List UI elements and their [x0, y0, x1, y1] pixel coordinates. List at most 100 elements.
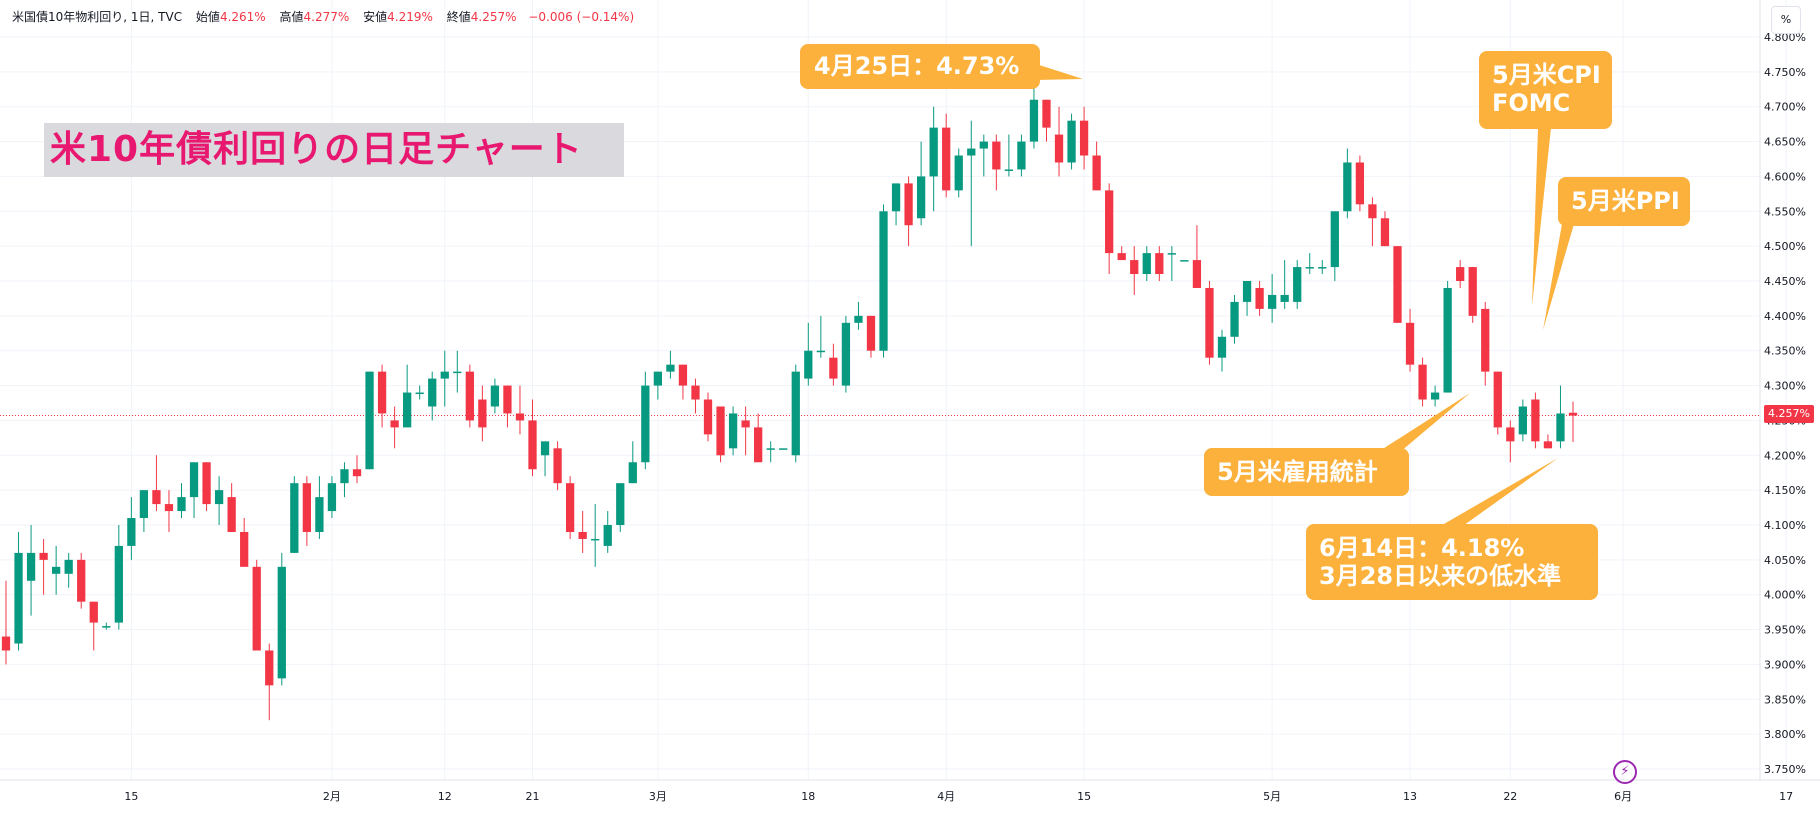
y-tick-label: 4.500%	[1764, 240, 1806, 253]
candle-body	[453, 371, 462, 374]
candle-body	[390, 420, 399, 428]
candle-body	[1493, 371, 1502, 428]
candle-body	[628, 462, 637, 484]
candle-body	[1405, 322, 1415, 365]
candle-body	[691, 385, 700, 400]
candle-body	[265, 650, 274, 686]
candle-body	[954, 155, 963, 191]
candle-body	[1468, 267, 1477, 316]
x-tick-label: 15	[1077, 790, 1091, 803]
candle-body	[1105, 190, 1114, 254]
candle-body	[1042, 99, 1051, 128]
low-callout-line1: 6月14日：4.18%	[1319, 534, 1525, 562]
candle-body	[440, 371, 449, 379]
candle-body	[428, 378, 437, 407]
x-tick-label: 17	[1779, 790, 1793, 803]
y-tick-label: 4.350%	[1764, 345, 1806, 358]
nfp-callout: 5月米雇用統計	[1204, 448, 1409, 496]
candle-body	[164, 504, 174, 512]
x-tick-label: 4月	[937, 790, 955, 803]
y-tick-label: 4.100%	[1764, 519, 1806, 532]
candle-body	[1267, 294, 1277, 309]
candle-body	[829, 357, 838, 379]
y-tick-label: 4.150%	[1764, 484, 1806, 497]
candle-body	[916, 176, 926, 219]
candle-body	[290, 483, 299, 553]
x-axis: 152月12213月184月155月13226月177月	[124, 790, 1793, 803]
y-tick-label: 3.800%	[1764, 728, 1806, 741]
candle-body	[503, 385, 512, 414]
candle-body	[1456, 267, 1465, 281]
y-tick-label: 4.650%	[1764, 136, 1806, 149]
candle-body	[1568, 412, 1578, 416]
peak-callout-pointer	[1036, 64, 1083, 80]
candle-body	[553, 448, 562, 484]
lightning-icon[interactable]: ⚡	[1613, 760, 1637, 784]
candle-body	[641, 385, 650, 463]
candle-body	[1506, 427, 1515, 442]
candle-body	[791, 371, 800, 456]
candle-body	[77, 559, 86, 602]
candle-body	[39, 552, 48, 560]
candle-body	[992, 141, 1001, 170]
candle-body	[64, 559, 73, 574]
fomc-callout-line2: FOMC	[1492, 89, 1571, 117]
candle-body	[352, 469, 362, 477]
candle-body	[1556, 413, 1565, 442]
candle-body	[14, 552, 23, 644]
low-callout-pointer	[1437, 458, 1558, 528]
nfp-callout-text: 5月米雇用統計	[1217, 458, 1378, 486]
open-label: 始値	[195, 10, 220, 24]
candle-body	[327, 483, 337, 512]
candle-body	[1518, 406, 1527, 435]
candle-body	[1130, 260, 1139, 275]
symbol-label: 米国債10年物利回り, 1日, TVC	[12, 10, 183, 24]
x-tick-label: 3月	[649, 790, 667, 803]
candle-body	[1481, 308, 1490, 372]
candle-body	[1242, 281, 1252, 302]
ppi-callout-text: 5月米PPI	[1571, 187, 1680, 215]
candle-body	[152, 490, 161, 505]
candle-body	[1380, 218, 1390, 247]
candle-body	[139, 490, 149, 519]
peak-callout-text: 4月25日：4.73%	[814, 52, 1020, 80]
candle-body	[189, 462, 199, 498]
y-tick-label: 4.400%	[1764, 310, 1806, 323]
candle-body	[465, 371, 474, 421]
candle-body	[315, 497, 324, 532]
unit-toggle-button[interactable]: %	[1771, 6, 1801, 34]
candle-body	[227, 497, 236, 532]
change-value: −0.006 (−0.14%)	[528, 10, 635, 24]
y-tick-label: 4.800%	[1764, 31, 1806, 44]
y-tick-label: 3.900%	[1764, 658, 1806, 671]
candle-body	[979, 141, 988, 149]
candle-body	[490, 385, 500, 407]
candle-body	[252, 566, 261, 651]
candle-body	[616, 483, 625, 525]
candle-body	[1192, 260, 1202, 288]
y-tick-label: 4.550%	[1764, 205, 1806, 218]
x-tick-label: 18	[801, 790, 815, 803]
low-callout: 6月14日：4.18% 3月28日以来の低水準	[1306, 524, 1598, 600]
candle-body	[240, 531, 249, 567]
candle-body	[603, 525, 612, 546]
ppi-callout: 5月米PPI	[1558, 177, 1690, 226]
candle-body	[1343, 162, 1352, 212]
candle-body	[1079, 120, 1089, 156]
candle-body	[1167, 253, 1176, 255]
candle-body	[854, 315, 863, 323]
candle-body	[52, 566, 61, 574]
y-tick-label: 4.050%	[1764, 554, 1806, 567]
candle-body	[678, 364, 688, 386]
candle-body	[127, 518, 136, 546]
candle-body	[1092, 155, 1101, 191]
candle-body	[177, 497, 186, 512]
candle-body	[1004, 169, 1014, 171]
chart-header: 米国債10年物利回り, 1日, TVC 始値4.261% 高値4.277% 安値…	[12, 8, 634, 25]
candle-body	[1142, 253, 1151, 275]
ppi-callout-pointer	[1543, 224, 1574, 330]
y-tick-label: 4.000%	[1764, 589, 1806, 602]
candle-body	[26, 552, 36, 581]
candle-body	[515, 413, 525, 421]
